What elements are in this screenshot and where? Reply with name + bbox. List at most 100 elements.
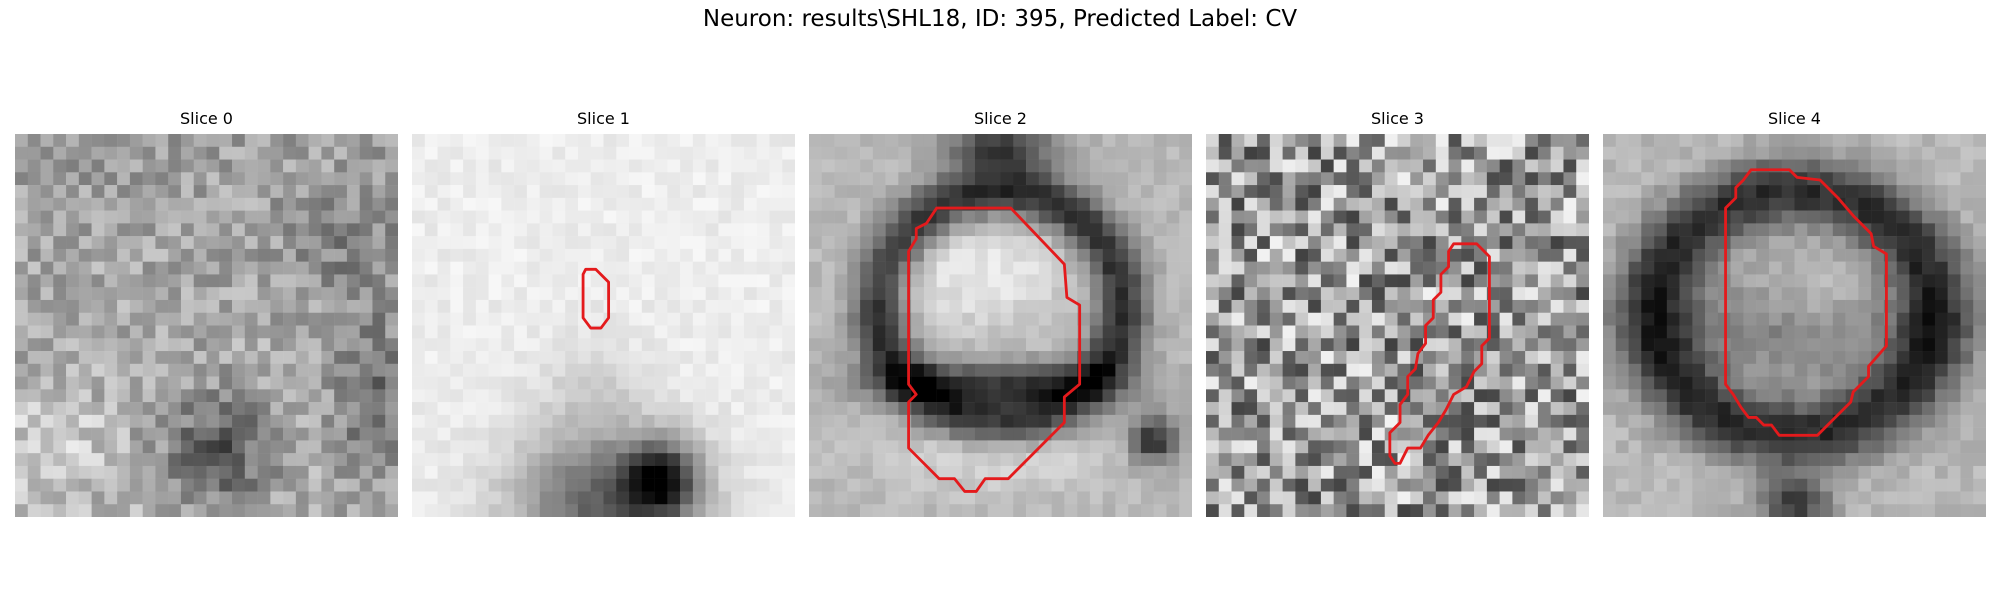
image-pixel	[1077, 223, 1091, 237]
image-pixel	[949, 478, 963, 492]
image-pixel	[244, 491, 258, 505]
image-pixel	[552, 338, 566, 352]
image-pixel	[847, 351, 861, 365]
image-pixel	[295, 185, 309, 199]
image-pixel	[168, 299, 182, 313]
image-pixel	[1333, 261, 1347, 275]
image-pixel	[756, 172, 770, 186]
image-pixel	[692, 274, 706, 288]
image-pixel	[1179, 325, 1192, 339]
image-pixel	[385, 402, 398, 416]
image-pixel	[885, 248, 899, 262]
image-pixel	[1499, 274, 1513, 288]
image-pixel	[1973, 223, 1986, 237]
image-pixel	[1333, 312, 1347, 326]
image-pixel	[15, 338, 29, 352]
image-pixel	[1654, 223, 1668, 237]
image-pixel	[654, 299, 668, 313]
image-pixel	[1064, 274, 1078, 288]
image-pixel	[219, 134, 233, 148]
image-pixel	[1435, 248, 1449, 262]
image-pixel	[1499, 325, 1513, 339]
image-pixel	[514, 465, 528, 479]
image-pixel	[117, 325, 131, 339]
image-pixel	[1743, 236, 1757, 250]
image-pixel	[809, 236, 823, 250]
image-pixel	[488, 134, 502, 148]
image-pixel	[1666, 185, 1680, 199]
image-pixel	[437, 197, 451, 211]
image-pixel	[1423, 465, 1437, 479]
image-pixel	[1397, 504, 1411, 517]
image-pixel	[1384, 185, 1398, 199]
image-pixel	[168, 402, 182, 416]
image-pixel	[1102, 491, 1116, 505]
image-pixel	[193, 351, 207, 365]
image-pixel	[936, 465, 950, 479]
image-pixel	[346, 414, 360, 428]
image-pixel	[1013, 389, 1027, 403]
image-pixel	[1140, 210, 1154, 224]
image-pixel	[1960, 351, 1974, 365]
image-pixel	[1499, 223, 1513, 237]
image-pixel	[1346, 465, 1360, 479]
image-pixel	[1550, 197, 1564, 211]
image-pixel	[1231, 299, 1245, 313]
image-pixel	[885, 453, 899, 467]
image-pixel	[475, 465, 489, 479]
image-pixel	[1781, 478, 1795, 492]
image-pixel	[680, 197, 694, 211]
image-pixel	[1922, 338, 1936, 352]
image-pixel	[526, 248, 540, 262]
image-pixel	[667, 159, 681, 173]
image-pixel	[1359, 351, 1373, 365]
image-pixel	[129, 287, 143, 301]
image-pixel	[15, 478, 29, 492]
image-pixel	[1973, 299, 1986, 313]
image-pixel	[577, 261, 591, 275]
image-pixel	[1166, 504, 1180, 517]
image-pixel	[193, 402, 207, 416]
image-pixel	[565, 440, 579, 454]
image-pixel	[756, 210, 770, 224]
image-pixel	[308, 134, 322, 148]
image-pixel	[1140, 478, 1154, 492]
image-pixel	[1896, 465, 1910, 479]
image-pixel	[1858, 402, 1872, 416]
image-pixel	[424, 376, 438, 390]
image-pixel	[334, 325, 348, 339]
image-pixel	[1692, 146, 1706, 160]
image-pixel	[463, 338, 477, 352]
image-pixel	[590, 197, 604, 211]
image-pixel	[1537, 465, 1551, 479]
image-pixel	[53, 491, 67, 505]
image-pixel	[654, 325, 668, 339]
image-pixel	[1756, 504, 1770, 517]
image-pixel	[142, 185, 156, 199]
image-pixel	[1206, 351, 1220, 365]
image-pixel	[1371, 312, 1385, 326]
image-pixel	[359, 172, 373, 186]
image-pixel	[219, 453, 233, 467]
image-pixel	[1692, 197, 1706, 211]
image-pixel	[321, 478, 335, 492]
image-pixel	[1922, 453, 1936, 467]
image-pixel	[1743, 478, 1757, 492]
image-pixel	[168, 185, 182, 199]
image-pixel	[769, 402, 783, 416]
image-pixel	[1089, 440, 1103, 454]
image-pixel	[488, 478, 502, 492]
image-pixel	[295, 504, 309, 517]
image-pixel	[1717, 478, 1731, 492]
image-pixel	[756, 197, 770, 211]
image-pixel	[91, 146, 105, 160]
image-pixel	[539, 185, 553, 199]
image-pixel	[1960, 414, 1974, 428]
image-pixel	[834, 299, 848, 313]
image-pixel	[321, 223, 335, 237]
image-pixel	[782, 465, 795, 479]
image-pixel	[1654, 248, 1668, 262]
image-pixel	[1257, 414, 1271, 428]
image-pixel	[911, 402, 925, 416]
image-pixel	[1960, 427, 1974, 441]
